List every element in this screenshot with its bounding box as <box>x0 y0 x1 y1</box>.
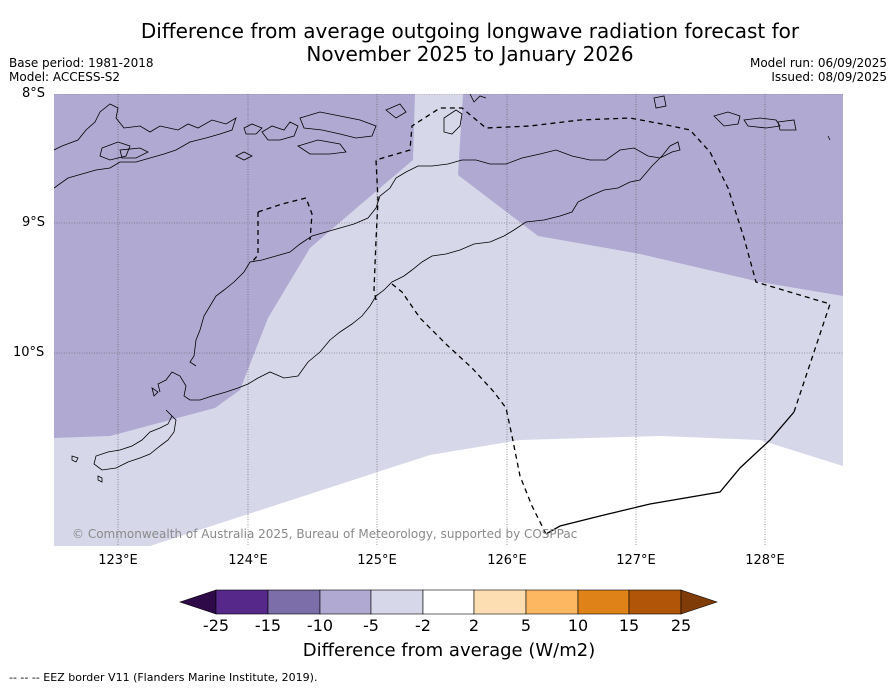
coast-islet-5 <box>299 111 377 139</box>
lat-label-8s: 8°S <box>22 86 46 101</box>
legend-tick-5: 5 <box>520 616 532 635</box>
graticule <box>54 94 843 546</box>
legend-tick-minus2: -2 <box>415 616 431 635</box>
model-name: Model: ACCESS-S2 <box>9 70 121 84</box>
coast-islet-10 <box>469 94 487 103</box>
lat-label-9s: 9°S <box>22 215 46 230</box>
coast-islet-11 <box>653 95 667 109</box>
lon-label-123e: 123°E <box>98 553 138 568</box>
coast-islet-8 <box>297 139 347 155</box>
coast-islet-sw-2 <box>97 475 103 483</box>
coast-timor <box>189 141 681 367</box>
coast-islet-1 <box>99 141 131 161</box>
coast-northern-islands <box>54 103 237 189</box>
map-title-line2: November 2025 to January 2026 <box>306 42 634 66</box>
coast-islet-2 <box>119 147 149 159</box>
coast-islet-3 <box>243 123 263 135</box>
colorbar-bin-5 <box>422 589 475 615</box>
legend-tick-minus5: -5 <box>363 616 379 635</box>
coast-rote <box>93 409 177 471</box>
lon-label-127e: 127°E <box>616 553 656 568</box>
lon-label-128e: 128°E <box>745 553 785 568</box>
eez-footnote: -- -- -- EEZ border V11 (Flanders Marine… <box>9 671 318 684</box>
legend-tick-minus15: -15 <box>254 616 282 635</box>
colorbar-bin-2 <box>267 589 321 615</box>
colorbar-extend-high <box>680 589 718 615</box>
meta-left: Base period: 1981-2018 Model: ACCESS-S2 <box>9 56 154 84</box>
coast-islet-sw-3 <box>151 387 159 397</box>
coast-islet-14 <box>777 119 797 131</box>
map-title-line1: Difference from average outgoing longwav… <box>140 19 800 43</box>
model-run: Model run: 06/09/2025 <box>749 56 887 70</box>
base-period: Base period: 1981-2018 <box>9 56 154 70</box>
coast-islet-7 <box>235 151 253 161</box>
issued-date: Issued: 08/09/2025 <box>771 70 887 84</box>
coast-islet-9 <box>443 109 463 135</box>
coast-islet-6 <box>385 103 407 119</box>
colorbar-bin-8 <box>577 589 630 615</box>
region-minus10-west <box>54 94 415 438</box>
map-title: Difference from average outgoing longwav… <box>100 20 840 66</box>
coast-islet-13 <box>743 117 781 129</box>
legend-tick-10: 10 <box>567 616 589 635</box>
lat-label-10s: 10°S <box>13 345 45 360</box>
eez-solid <box>545 411 795 535</box>
legend-tick-15: 15 <box>618 616 640 635</box>
region-minus10-northeast <box>458 94 843 296</box>
legend-tick-minus10: -10 <box>306 616 334 635</box>
colorbar-extend-low <box>179 589 217 615</box>
map-area <box>54 94 843 546</box>
legend-title: Difference from average (W/m2) <box>302 640 596 661</box>
colorbar-bin-1 <box>215 589 269 615</box>
colorbar-bin-3 <box>319 589 372 615</box>
coast-islet-15 <box>827 135 831 141</box>
colorbar-bin-6 <box>473 589 527 615</box>
coast-timor-south <box>157 295 377 401</box>
meta-right: Model run: 06/09/2025 Issued: 08/09/2025 <box>750 56 887 84</box>
coastlines <box>54 94 831 483</box>
coast-islet-4 <box>261 121 299 141</box>
copyright-notice: © Commonwealth of Australia 2025, Bureau… <box>72 527 578 541</box>
eez-border <box>251 107 831 535</box>
lon-label-124e: 124°E <box>228 553 268 568</box>
lon-label-125e: 125°E <box>357 553 397 568</box>
colorbar <box>179 589 718 615</box>
legend-tick-minus25: -25 <box>202 616 230 635</box>
colorbar-bin-4 <box>370 589 424 615</box>
legend-tick-25: 25 <box>670 616 692 635</box>
colorbar-bin-9 <box>628 589 682 615</box>
lon-label-126e: 126°E <box>487 553 527 568</box>
legend-tick-2: 2 <box>468 616 480 635</box>
region-near-normal <box>150 436 843 546</box>
coast-islet-sw-1 <box>71 455 79 463</box>
colorbar-bin-7 <box>525 589 579 615</box>
coast-islet-12 <box>713 111 741 127</box>
